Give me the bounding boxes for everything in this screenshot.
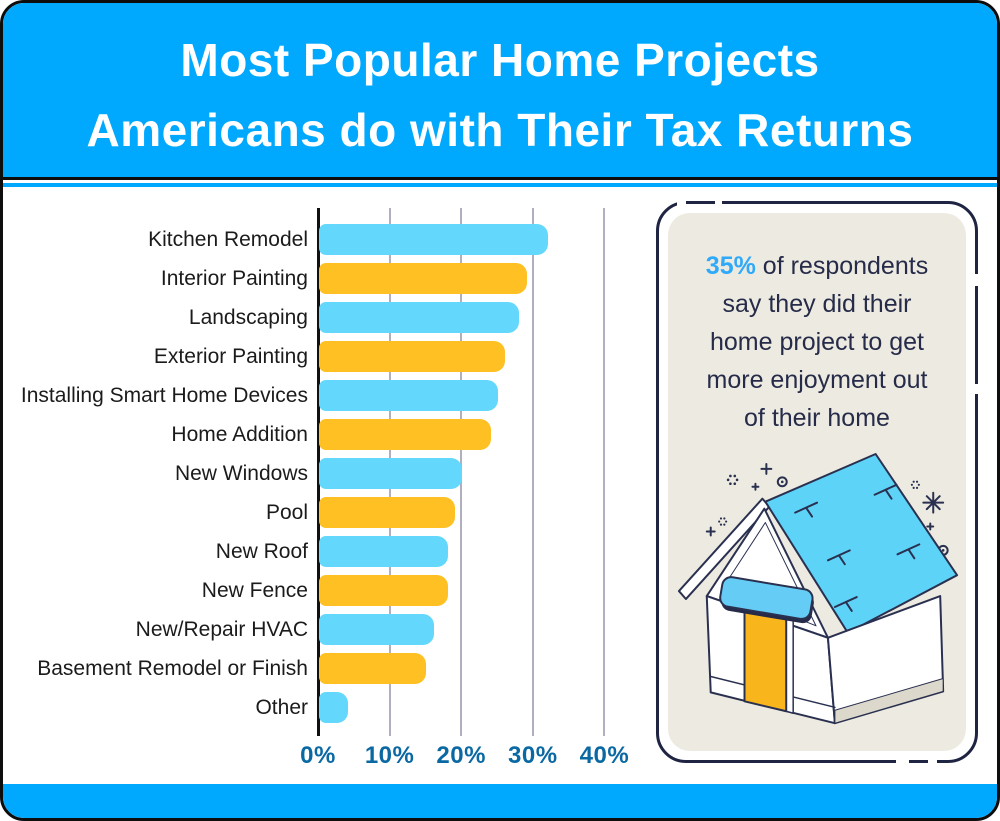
border-dash-gap bbox=[677, 201, 686, 207]
x-tick-label: 30% bbox=[508, 742, 558, 769]
category-label: New Roof bbox=[215, 540, 308, 563]
chart-row: New Fence bbox=[3, 571, 658, 610]
category-label: New/Repair HVAC bbox=[135, 618, 308, 641]
callout-text: 35% of respondents say they did their ho… bbox=[678, 247, 956, 437]
border-dash-gap bbox=[972, 384, 978, 394]
bar-track bbox=[318, 532, 658, 571]
bar bbox=[319, 458, 463, 489]
callout-highlight: 35% bbox=[705, 252, 756, 280]
bar-track bbox=[318, 376, 658, 415]
chart-row: Kitchen Remodel bbox=[3, 220, 658, 259]
header-banner: Most Popular Home Projects Americans do … bbox=[3, 3, 997, 180]
category-label: New Fence bbox=[201, 579, 308, 602]
category-label: Installing Smart Home Devices bbox=[20, 384, 308, 407]
chart-row: New Windows bbox=[3, 454, 658, 493]
house-roof bbox=[764, 453, 959, 634]
y-axis-line bbox=[316, 208, 320, 736]
callout-panel: 35% of respondents say they did their ho… bbox=[656, 201, 978, 774]
border-dash-gap bbox=[896, 757, 909, 763]
chart-row: Pool bbox=[3, 493, 658, 532]
header-accent-strip bbox=[3, 183, 997, 187]
category-label: New Windows bbox=[174, 462, 308, 485]
chart-row: Installing Smart Home Devices bbox=[3, 376, 658, 415]
bar-chart: 0% 10% 20% 30% 40% Kitchen Remodel Interior P… bbox=[3, 208, 658, 783]
sparkle-icon bbox=[705, 462, 949, 556]
callout-line-5: of their home bbox=[744, 404, 890, 432]
callout-card: 35% of respondents say they did their ho… bbox=[668, 213, 966, 751]
page-title-line-2: Americans do with Their Tax Returns bbox=[86, 104, 914, 156]
bar-track bbox=[318, 610, 658, 649]
chart-row: Home Addition bbox=[3, 415, 658, 454]
bar bbox=[319, 302, 520, 333]
chart-row: Interior Painting bbox=[3, 259, 658, 298]
bar bbox=[319, 419, 491, 450]
border-dash-gap bbox=[715, 201, 722, 207]
chart-rows: Kitchen Remodel Interior Painting Landscap… bbox=[3, 220, 658, 727]
x-tick-label: 20% bbox=[436, 742, 486, 769]
bar bbox=[319, 341, 506, 372]
bar bbox=[319, 575, 448, 606]
bar bbox=[319, 653, 427, 684]
bar-track bbox=[318, 337, 658, 376]
category-label: Exterior Painting bbox=[153, 345, 308, 368]
house-sign bbox=[719, 576, 814, 624]
bar-track bbox=[318, 571, 658, 610]
bar-track bbox=[318, 649, 658, 688]
border-dash-gap bbox=[928, 757, 937, 763]
bar bbox=[319, 614, 434, 645]
gridline bbox=[531, 208, 534, 736]
bar bbox=[319, 263, 527, 294]
bar bbox=[319, 692, 348, 723]
x-tick-label: 10% bbox=[364, 742, 415, 769]
chart-row: New/Repair HVAC bbox=[3, 610, 658, 649]
callout-line-4: more enjoyment out bbox=[706, 366, 928, 394]
category-label: Kitchen Remodel bbox=[148, 228, 308, 251]
category-label: Home Addition bbox=[171, 423, 308, 446]
gridline bbox=[603, 208, 606, 736]
category-label: Pool bbox=[265, 501, 308, 524]
chart-row: Exterior Painting bbox=[3, 337, 658, 376]
category-label: Other bbox=[255, 696, 308, 719]
bar bbox=[319, 380, 498, 411]
x-tick-label: 0% bbox=[300, 742, 336, 769]
bar bbox=[319, 224, 549, 255]
bar-track bbox=[318, 688, 658, 727]
sparkle-icon bbox=[718, 474, 945, 552]
callout-line-2: say they did their bbox=[722, 290, 912, 318]
chart-row: Basement Remodel or Finish bbox=[3, 649, 658, 688]
category-label: Landscaping bbox=[188, 306, 308, 329]
chart-row: New Roof bbox=[3, 532, 658, 571]
border-dash-gap bbox=[656, 758, 662, 774]
callout-line-1-rest: of respondents bbox=[762, 252, 929, 280]
house-door bbox=[743, 606, 788, 713]
bar-track bbox=[318, 493, 658, 532]
category-label: Basement Remodel or Finish bbox=[37, 657, 308, 680]
bar-track bbox=[318, 454, 658, 493]
house-illustration bbox=[671, 449, 969, 757]
chart-row: Landscaping bbox=[3, 298, 658, 337]
bar bbox=[319, 497, 456, 528]
border-dash-gap bbox=[972, 274, 978, 286]
x-tick-label: 40% bbox=[579, 742, 630, 769]
page-title-line-1: Most Popular Home Projects bbox=[180, 34, 820, 86]
callout-line-3: home project to get bbox=[709, 328, 924, 356]
category-label: Interior Painting bbox=[160, 267, 308, 290]
bar-track bbox=[318, 259, 658, 298]
bar-track bbox=[318, 220, 658, 259]
bar bbox=[319, 536, 448, 567]
bar-track bbox=[318, 298, 658, 337]
footer-bar bbox=[3, 784, 997, 818]
bar-track bbox=[318, 415, 658, 454]
chart-row: Other bbox=[3, 688, 658, 727]
